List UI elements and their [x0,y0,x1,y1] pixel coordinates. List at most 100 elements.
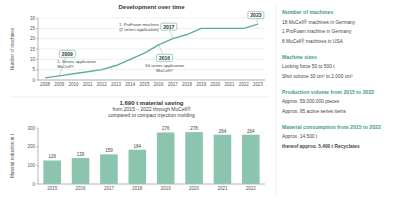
x-tick-label: 2011 [83,82,93,87]
data-label: 184 [134,144,142,149]
x-tick-label: 2012 [97,82,108,87]
panel-line: 1 ProFoam machine in Germany [282,29,352,34]
x-tick-label: 2016 [76,186,87,191]
grid-line [38,69,265,70]
data-label: 139 [77,152,85,157]
x-tick-label: 2018 [132,186,143,191]
y-axis [38,18,39,80]
separator [276,6,277,194]
chart-bar: 1.690 t material savingfrom 2015 – 2022 … [10,100,265,191]
annotation-text: (2 series application) [119,27,159,32]
tick-label: 0 [32,78,35,83]
x-tick-label: 2010 [68,82,79,87]
x-tick-label: 2016 [154,82,165,87]
canvas: Development over time Number of machines 0… [0,0,400,200]
x-tick-label: 2021 [217,186,228,191]
bar [157,132,175,184]
title: Development over time [118,4,185,10]
x-tick-label: 2019 [196,82,207,87]
panel-line: Approx. 14.500 t [282,134,318,139]
annotation: 20091. Series applicationMuCell® [57,50,96,76]
info-panel: Number of machines 18 MuCell® machines in… [282,9,381,149]
panel-heading: Machine sizes [282,54,317,60]
x-tick-label: 2013 [111,82,122,87]
tick-label: 15 [30,47,36,52]
x-tick-label: 2022 [246,186,257,191]
marks [45,24,258,78]
panel-line: 18 MuCell® machines in Germany [282,19,356,25]
x-tick-label: 2022 [239,82,250,87]
data-label: 264 [219,129,227,134]
annotation-label: 2017 [163,24,174,30]
bar [129,150,147,184]
x-tick-label: 2008 [40,82,51,87]
tick-label: 20 [30,36,36,41]
panel-line: Locking force 50 to 500 t [282,64,335,69]
x-tick-label: 2015 [139,82,150,87]
bar [214,135,232,184]
data-label: 278 [190,126,198,131]
x-tick-label: 2023 [253,82,264,87]
tick-label: 10 [30,57,36,62]
panel-heading: Number of machines [282,9,333,15]
annotation: 201634 series applicationMuCell® [145,45,185,73]
annotation-box [157,54,173,61]
panel-line: Approx. 59.000.000 pieces [282,99,340,104]
tick-label: 0 [32,182,35,187]
x-tick-label: 2015 [47,186,58,191]
bar [242,135,260,184]
page: {"chart_data": [ {"type": "line", "title… [0,0,400,200]
x-axis [38,80,265,81]
panel-line: 8 MuCell® machines in USA [282,38,343,44]
chart-line: Development over time Number of machines 0… [10,4,265,87]
x-tick-label: 2020 [210,82,221,87]
tick-label: 300 [27,126,35,131]
grid-line [38,38,265,39]
data-label: 126 [48,154,56,159]
bar [185,132,203,184]
line [45,24,258,78]
annotation-text: MuCell® [156,68,173,73]
panel-line: Shot volume 30 cm³ to 2.000 cm³ [282,74,353,79]
x-tick-label: 2021 [225,82,236,87]
bar [100,154,118,184]
x-tick-label: 2017 [168,82,179,87]
tick-label: 200 [27,144,35,149]
bar [43,160,61,184]
y-axis [38,128,39,184]
axis-label: Material reduction in t [10,133,15,178]
tick-label: 100 [27,163,35,168]
tick-label: 5 [32,67,35,72]
annotation-box [248,12,264,19]
x-tick-label: 2009 [54,82,65,87]
grid-line [38,80,265,81]
annotation: 2023 [248,12,264,25]
x-tick-label: 2020 [189,186,200,191]
data-label: 276 [162,126,170,131]
x-tick-label: 2019 [161,186,172,191]
annotation-box [161,23,177,30]
annotation-label: 2009 [62,51,73,57]
annotation-box [59,50,75,57]
annotation-label: 2016 [159,55,170,61]
data-label: 264 [247,129,255,134]
panel-heading: Production volume from 2015 to 2022 [282,89,374,95]
separator [10,97,270,98]
grid-line [38,18,265,19]
tick-label: 25 [30,26,36,31]
axis-label: Number of machines [10,27,15,70]
tick-label: 30 [30,16,36,21]
annotation-label: 2023 [250,12,261,18]
x-tick-label: 2018 [182,82,193,87]
bar [72,158,90,184]
annotation-text: MuCell® [57,64,74,69]
subtitle: compared to compact injection molding [108,112,195,118]
panel-line: Approx. 95 active series items [282,109,347,114]
marks [43,132,259,184]
data-label: 159 [105,148,113,153]
annotation: 20171. ProFoam machine(2 series applicat… [119,22,177,39]
panel-heading: Material consumption from 2015 to 2022 [282,124,381,130]
x-tick-label: 2014 [125,82,136,87]
panel-line: thereof approx. 5.400 t Recyclates [282,144,360,149]
x-tick-label: 2017 [104,186,115,191]
